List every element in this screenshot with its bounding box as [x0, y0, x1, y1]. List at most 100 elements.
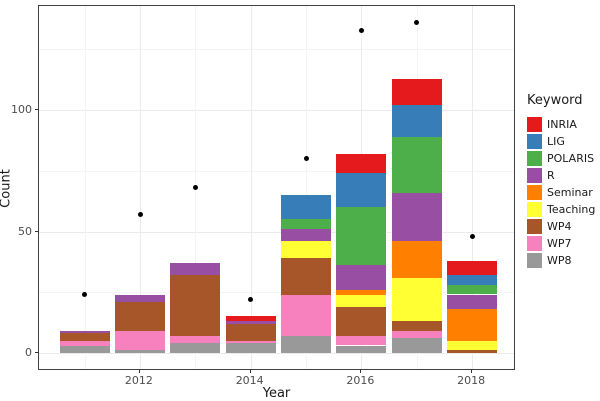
- bar-segment-inria-2016: [336, 153, 387, 174]
- gridline-major-y-100: [39, 110, 514, 112]
- bar-segment-wp8-2017: [391, 338, 442, 353]
- gridline-minor-y-25: [39, 292, 514, 294]
- gridline-major-y-0: [39, 352, 514, 354]
- bar-segment-wp8-2014: [225, 343, 276, 353]
- y-tick-label-50: 50: [18, 224, 32, 238]
- y-axis-title: Count: [0, 169, 14, 208]
- gridline-major-x-2018: [472, 6, 474, 369]
- legend-item-wp4: WP4: [527, 218, 597, 235]
- legend-item-label: Seminar: [547, 186, 593, 199]
- bar-segment-wp7-2012: [115, 331, 165, 351]
- bar-segment-wp7-2015: [281, 294, 331, 336]
- bar-segment-wp7-2016: [336, 335, 387, 346]
- x-tick-mark-2016: [360, 370, 362, 373]
- legend-key-inria: [527, 117, 542, 132]
- x-tick-mark-2018: [471, 370, 473, 373]
- total-dot-2017: [414, 20, 420, 26]
- bar-segment-r-2013: [170, 263, 221, 276]
- bar-segment-polaris-2018: [447, 284, 498, 295]
- legend: Keyword INRIA LIG POLARIS R Seminar Teaching W…: [527, 93, 597, 269]
- legend-key-lig: [527, 134, 542, 149]
- legend-item-teaching: Teaching: [527, 201, 597, 218]
- legend-item-label: WP4: [547, 220, 572, 233]
- bar-segment-wp4-2016: [336, 306, 387, 336]
- total-dot-2018: [469, 233, 475, 239]
- legend-key-seminar: [527, 185, 542, 200]
- bar-segment-lig-2016: [336, 173, 387, 208]
- bar-segment-r-2017: [391, 192, 442, 242]
- bar-segment-r-2018: [447, 294, 498, 310]
- bar-segment-wp4-2011: [59, 333, 110, 341]
- bar-segment-polaris-2017: [391, 136, 442, 193]
- legend-key-teaching: [527, 202, 542, 217]
- legend-item-inria: INRIA: [527, 116, 597, 133]
- bar-segment-wp8-2011: [59, 345, 110, 353]
- legend-item-r: R: [527, 167, 597, 184]
- bar-segment-polaris-2016: [336, 207, 387, 266]
- bar-segment-wp8-2012: [115, 350, 165, 353]
- x-tick-label-2012: 2012: [124, 374, 153, 387]
- gridline-major-x-2014: [250, 6, 252, 369]
- bar-segment-wp4-2018: [447, 350, 498, 353]
- legend-item-lig: LIG: [527, 133, 597, 150]
- bar-segment-wp8-2016: [336, 345, 387, 353]
- total-dot-2014: [248, 296, 254, 302]
- y-tick-mark-50: [35, 230, 38, 232]
- total-dot-2016: [358, 27, 364, 33]
- legend-item-wp8: WP8: [527, 252, 597, 269]
- legend-items: INRIA LIG POLARIS R Seminar Teaching WP4 WP7 WP8: [527, 116, 597, 269]
- x-axis-title: Year: [262, 386, 291, 401]
- bar-segment-wp8-2013: [170, 343, 221, 353]
- legend-item-label: WP8: [547, 254, 572, 267]
- bar-segment-teaching-2016: [336, 294, 387, 307]
- x-tick-label-2016: 2016: [346, 374, 375, 387]
- total-dot-2011: [82, 292, 88, 298]
- bar-segment-teaching-2017: [391, 277, 442, 322]
- bar-segment-inria-2017: [391, 78, 442, 106]
- bar-segment-lig-2018: [447, 275, 498, 285]
- y-tick-mark-100: [35, 109, 38, 111]
- y-tick-label-0: 0: [25, 345, 32, 359]
- legend-item-label: R: [547, 169, 555, 182]
- legend-key-wp7: [527, 236, 542, 251]
- legend-item-label: POLARIS: [547, 152, 595, 165]
- total-dot-2015: [303, 156, 309, 162]
- legend-item-label: WP7: [547, 237, 572, 250]
- x-tick-label-2014: 2014: [235, 374, 264, 387]
- legend-key-wp4: [527, 219, 542, 234]
- bar-segment-wp7-2013: [170, 335, 221, 344]
- bar-segment-wp7-2014: [225, 340, 276, 344]
- bar-segment-wp4-2017: [391, 321, 442, 331]
- bar-segment-inria-2018: [447, 260, 498, 276]
- x-tick-label-2018: 2018: [457, 374, 486, 387]
- x-tick-mark-2014: [249, 370, 251, 373]
- x-tick-mark-2012: [138, 370, 140, 373]
- total-dot-2012: [137, 212, 143, 217]
- bar-segment-wp4-2014: [225, 323, 276, 341]
- bar-segment-r-2016: [336, 265, 387, 290]
- legend-key-wp8: [527, 253, 542, 268]
- bar-segment-r-2015: [281, 229, 331, 242]
- legend-item-label: INRIA: [547, 118, 577, 131]
- total-dot-2013: [192, 185, 198, 191]
- legend-key-r: [527, 168, 542, 183]
- bar-segment-r-2012: [115, 294, 165, 302]
- bar-segment-wp4-2012: [115, 301, 165, 331]
- bar-segment-seminar-2018: [447, 309, 498, 341]
- bar-segment-lig-2017: [391, 105, 442, 137]
- bar-segment-lig-2015: [281, 195, 331, 220]
- bar-segment-seminar-2017: [391, 241, 442, 278]
- bar-segment-r-2011: [59, 331, 110, 334]
- gridline-minor-y-75: [39, 170, 514, 172]
- bar-segment-teaching-2018: [447, 340, 498, 351]
- gridline-minor-x-2011: [84, 6, 86, 369]
- gridline-minor-y-125: [39, 49, 514, 51]
- bar-segment-inria-2014: [225, 316, 276, 322]
- legend-item-polaris: POLARIS: [527, 150, 597, 167]
- y-tick-label-100: 100: [11, 103, 32, 117]
- bar-segment-wp4-2015: [281, 258, 331, 295]
- bar-segment-wp7-2011: [59, 340, 110, 346]
- legend-item-wp7: WP7: [527, 235, 597, 252]
- bar-segment-r-2014: [225, 321, 276, 324]
